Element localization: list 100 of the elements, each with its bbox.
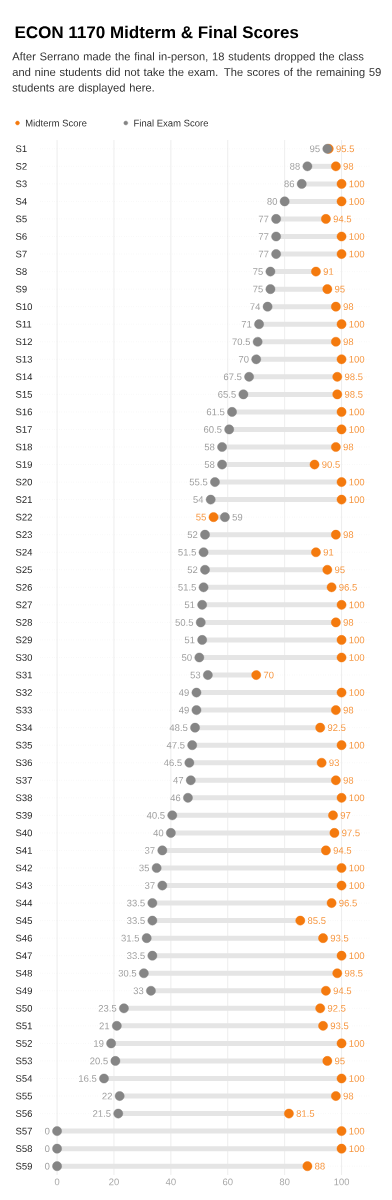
y-tick-label: S34 <box>15 724 33 732</box>
data-label: 92.5 <box>327 724 346 732</box>
y-tick-label: S14 <box>15 373 33 381</box>
y-tick-label: S54 <box>15 1075 33 1082</box>
y-tick-label: S24 <box>15 548 33 556</box>
y-tick-label: S1 <box>15 145 27 153</box>
data-label: 51.5 <box>178 548 196 556</box>
data-label: 100 <box>349 426 365 433</box>
data-label: 86 <box>284 180 295 188</box>
data-label: 33 <box>133 987 144 995</box>
y-tick-label: S55 <box>15 1092 33 1100</box>
chart-subtitle: After Serrano made the final in-person, 18 students dropped the class and nine students did not take the exam. The scores of the remaining 59 students are displayed here. <box>12 52 381 94</box>
data-label: 100 <box>349 882 365 889</box>
data-label: 93.5 <box>330 934 349 942</box>
y-tick-label: S3 <box>15 180 27 188</box>
data-label: 16.5 <box>79 1075 97 1082</box>
y-tick-label: S21 <box>15 496 32 503</box>
data-label: 98.5 <box>344 969 363 977</box>
data-label: 50.5 <box>175 619 194 626</box>
data-label: 98 <box>343 619 354 626</box>
y-tick-label: S59 <box>15 1162 32 1170</box>
data-label: 37 <box>144 847 155 854</box>
data-label: 100 <box>349 654 365 661</box>
x-tick-label: 40 <box>165 1178 176 1186</box>
data-label: 98 <box>343 531 354 539</box>
y-tick-label: S23 <box>15 531 33 539</box>
y-tick-label: S52 <box>15 1040 32 1047</box>
y-tick-label: S50 <box>15 1004 33 1012</box>
legend-label: Final Exam Score <box>134 119 209 127</box>
data-label: 100 <box>349 478 365 486</box>
y-tick-label: S18 <box>15 443 33 451</box>
y-tick-label: S16 <box>15 408 33 416</box>
y-tick-label: S53 <box>15 1057 33 1065</box>
data-label: 49 <box>178 706 189 714</box>
data-label: 47 <box>173 777 184 784</box>
y-tick-label: S49 <box>15 987 32 995</box>
data-label: 60.5 <box>203 426 222 433</box>
data-label: 23.5 <box>98 1004 117 1012</box>
x-tick-label: 60 <box>222 1178 233 1186</box>
data-label: 70 <box>263 671 274 679</box>
data-label: 51 <box>184 601 195 609</box>
data-label: 70.5 <box>232 338 251 346</box>
data-label: 51.5 <box>178 584 196 591</box>
data-label: 75 <box>253 268 263 275</box>
data-label: 100 <box>349 320 365 328</box>
y-tick-label: S6 <box>15 233 27 240</box>
data-label: 94.5 <box>333 987 352 995</box>
data-label: 74 <box>250 303 261 310</box>
y-tick-label: S13 <box>15 355 33 363</box>
data-label: 47.5 <box>166 741 185 749</box>
x-tick-label: 80 <box>279 1178 290 1186</box>
data-label: 70 <box>238 355 249 363</box>
y-tick-label: S57 <box>15 1127 32 1135</box>
data-label: 95.5 <box>336 145 355 153</box>
data-label: 55 <box>196 513 206 521</box>
y-tick-label: S56 <box>15 1110 33 1117</box>
y-tick-label: S37 <box>15 776 32 784</box>
data-label: 100 <box>349 601 365 609</box>
data-label: 100 <box>349 1127 365 1135</box>
y-tick-label: S58 <box>15 1145 33 1153</box>
data-label: 100 <box>349 1075 365 1082</box>
y-tick-label: S5 <box>15 215 27 223</box>
data-label: 95 <box>334 1057 345 1065</box>
data-label: 58 <box>204 461 215 468</box>
y-tick-label: S26 <box>15 583 33 591</box>
data-label: 77 <box>258 215 269 223</box>
data-label: 97 <box>340 812 351 819</box>
data-label: 92.5 <box>327 1004 346 1012</box>
y-tick-label: S19 <box>15 461 32 468</box>
data-label: 22 <box>102 1092 112 1100</box>
data-label: 91 <box>323 268 334 275</box>
data-label: 46 <box>170 794 181 802</box>
data-label: 52 <box>187 531 198 539</box>
data-label: 49 <box>178 689 189 696</box>
data-label: 80 <box>267 198 278 205</box>
data-label: 98 <box>343 706 354 714</box>
data-label: 95 <box>310 145 320 153</box>
data-label: 100 <box>349 233 365 240</box>
data-label: 30.5 <box>118 969 137 977</box>
data-label: 35 <box>139 864 150 872</box>
data-label: 88 <box>315 1162 325 1170</box>
y-tick-label: S40 <box>15 829 33 837</box>
y-tick-label: S12 <box>15 338 32 346</box>
y-tick-label: S48 <box>15 969 33 977</box>
chart-title: ECON 1170 Midterm & Final Scores <box>15 25 299 39</box>
data-label: 21 <box>99 1022 110 1030</box>
y-tick-label: S44 <box>15 899 33 907</box>
data-label: 52 <box>187 566 198 574</box>
y-tick-label: S51 <box>15 1022 32 1030</box>
data-label: 100 <box>349 952 365 960</box>
data-label: 51 <box>184 636 195 644</box>
y-tick-label: S22 <box>15 513 32 521</box>
data-label: 94.5 <box>333 215 352 223</box>
x-tick-label: 0 <box>54 1178 60 1186</box>
data-label: 33.5 <box>127 952 145 960</box>
y-tick-label: S33 <box>15 706 33 714</box>
y-tick-label: S17 <box>15 426 32 433</box>
data-label: 55.5 <box>189 478 208 486</box>
data-label: 40.5 <box>146 812 165 819</box>
data-label: 46.5 <box>163 759 182 767</box>
